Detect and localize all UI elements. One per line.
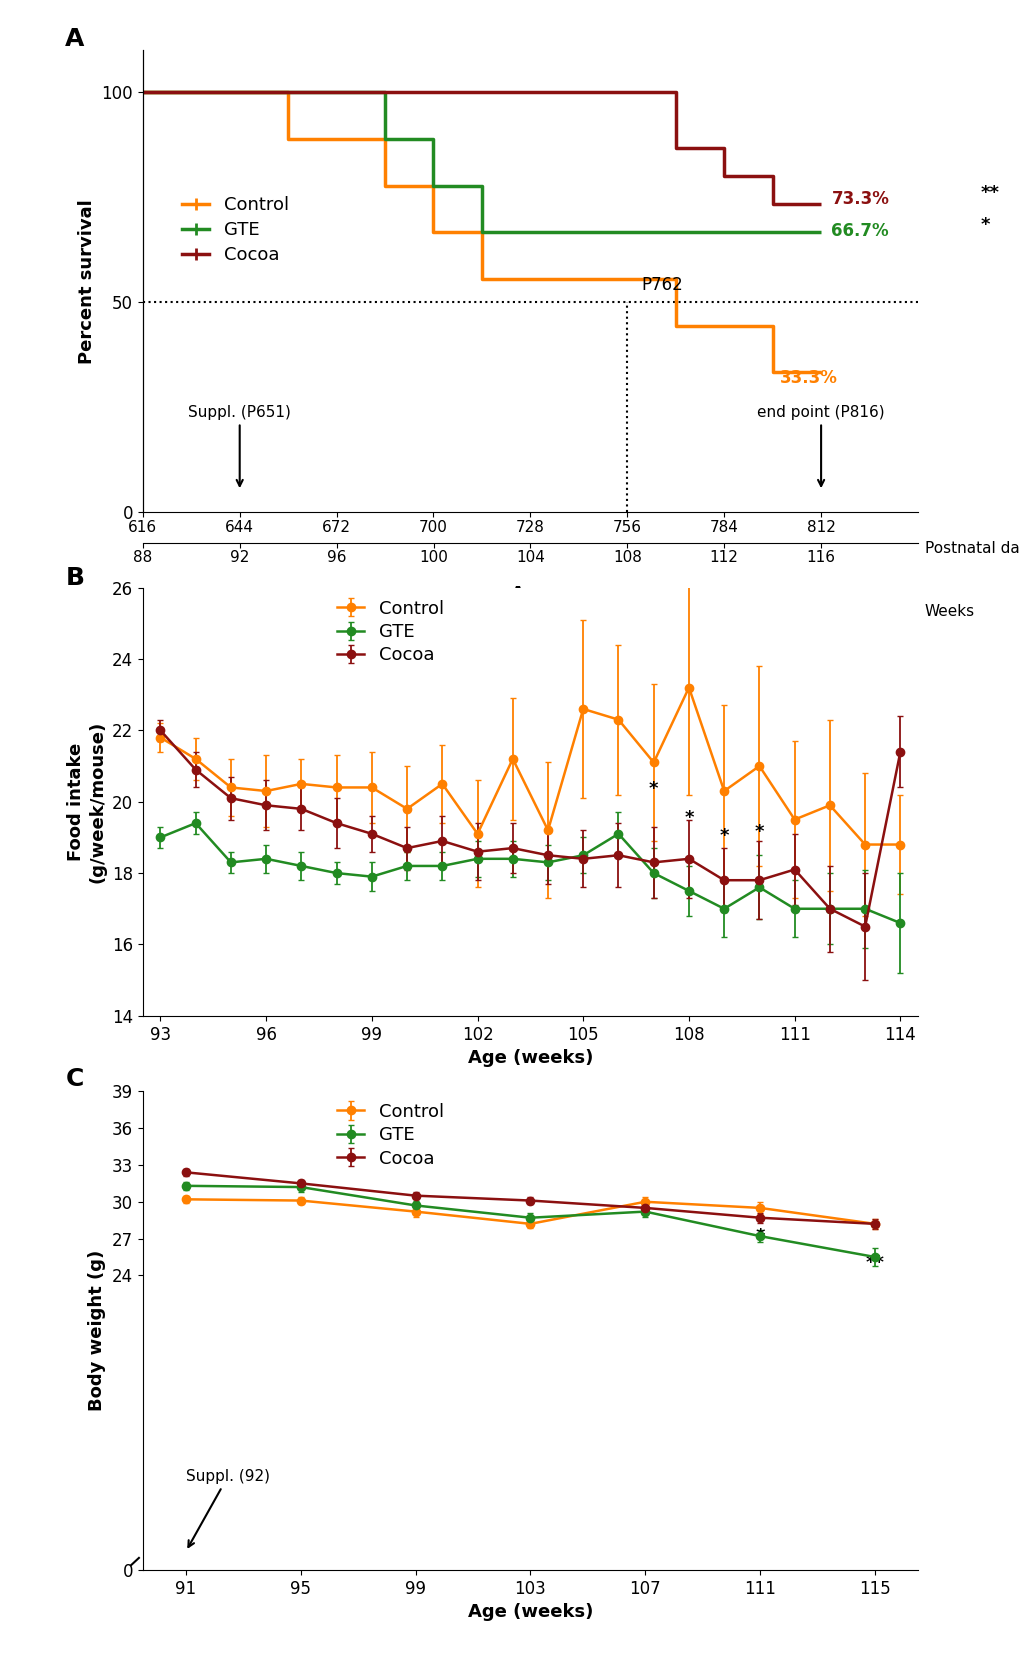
Text: *: * [754,823,763,841]
Legend: Control, GTE, Cocoa: Control, GTE, Cocoa [330,593,450,672]
X-axis label: Age: Age [511,584,549,603]
Text: *: * [684,809,693,826]
Text: **: ** [864,1254,883,1271]
Legend: Control, GTE, Cocoa: Control, GTE, Cocoa [330,1096,450,1175]
Text: B: B [65,566,85,591]
Text: Suppl. (P651): Suppl. (P651) [189,405,290,485]
Text: 73.3%: 73.3% [830,190,889,208]
Text: C: C [65,1068,84,1091]
Text: Postnatal days: Postnatal days [924,541,1019,556]
Text: 33.3%: 33.3% [779,369,837,386]
Text: A: A [65,27,85,52]
Y-axis label: Food intake
(g/week/mouse): Food intake (g/week/mouse) [67,720,106,883]
Text: *: * [718,826,729,845]
Legend: Control, GTE, Cocoa: Control, GTE, Cocoa [175,188,296,272]
Y-axis label: Body weight (g): Body weight (g) [89,1249,106,1412]
Text: 66.7%: 66.7% [830,222,889,240]
Text: *: * [648,781,658,798]
Text: Suppl. (92): Suppl. (92) [185,1469,270,1546]
Y-axis label: Percent survival: Percent survival [77,198,96,364]
Text: end point (P816): end point (P816) [756,405,884,485]
Text: Weeks: Weeks [924,604,974,620]
Text: **: ** [979,185,999,201]
Text: *: * [979,215,988,233]
Text: *: * [755,1227,764,1244]
X-axis label: Age (weeks): Age (weeks) [468,1603,592,1622]
Text: P762: P762 [641,275,683,294]
X-axis label: Age (weeks): Age (weeks) [468,1049,592,1068]
